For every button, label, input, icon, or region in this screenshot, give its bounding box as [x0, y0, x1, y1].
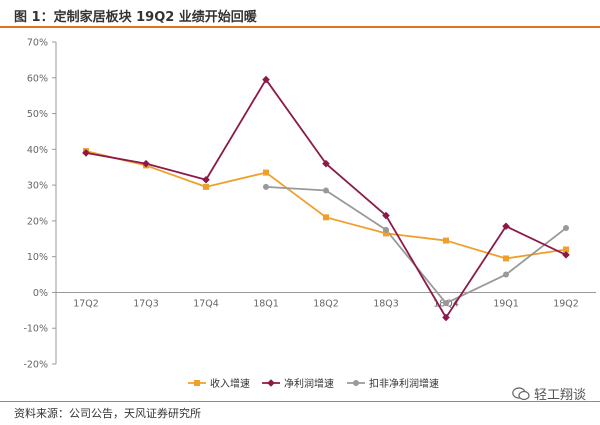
data-point: [322, 159, 330, 168]
legend-swatch-marker: [194, 380, 200, 386]
x-tick-label: 19Q1: [493, 298, 519, 309]
y-tick-label: 20%: [27, 216, 48, 227]
data-point: [562, 251, 570, 259]
data-point: [323, 214, 329, 221]
y-tick-label: 0%: [33, 288, 48, 299]
y-tick-label: -20%: [23, 360, 48, 371]
legend-swatch-marker: [353, 380, 359, 386]
series-lines: [85, 78, 567, 319]
y-tick-label: -10%: [23, 324, 48, 335]
data-point: [263, 183, 269, 190]
data-point: [82, 149, 90, 157]
x-tick-label: 19Q2: [553, 298, 579, 309]
y-tick-label: 40%: [27, 145, 48, 156]
data-point: [383, 230, 389, 237]
wechat-chat-icon: [512, 386, 530, 400]
series-line-1: [85, 78, 567, 319]
data-point: [502, 222, 510, 231]
data-point: [503, 255, 509, 262]
data-point: [443, 237, 449, 244]
data-point: [383, 226, 389, 233]
x-tick-labels: 17Q217Q317Q418Q118Q218Q318Q419Q119Q2: [73, 298, 579, 309]
data-point: [203, 183, 209, 190]
y-tick-label: 50%: [27, 109, 48, 120]
y-tick-labels: 70% 60% 50% 40% 30% 20% 10% 0% -10% -20%: [23, 38, 48, 371]
x-tick-label: 17Q2: [73, 298, 99, 309]
chart-legend: 收入增速 净利润增速 扣非净利润增速: [188, 377, 439, 390]
data-point: [503, 271, 509, 278]
legend-label: 净利润增速: [284, 377, 334, 390]
watermark-text: 轻工翔谈: [533, 388, 586, 403]
data-point: [382, 211, 390, 220]
x-tick-label: 18Q1: [253, 298, 279, 309]
data-point: [202, 175, 210, 184]
y-tick-label: 70%: [27, 38, 48, 49]
data-point: [323, 187, 329, 194]
x-tick-label: 18Q3: [373, 298, 399, 309]
title-divider: [0, 26, 600, 28]
y-tick-label: 30%: [27, 181, 48, 192]
x-tick-label: 17Q4: [193, 298, 219, 309]
figure-title: 图 1：定制家居板块 19Q2 业绩开始回暖: [14, 10, 257, 25]
y-tick-label: 10%: [27, 252, 48, 263]
data-point: [443, 300, 449, 307]
chart-axes: [52, 41, 596, 365]
data-point: [442, 313, 450, 322]
data-point: [142, 159, 150, 168]
data-point: [263, 169, 269, 176]
watermark: 轻工翔谈: [512, 384, 586, 403]
source-note: 资料来源：公司公告，天风证券研究所: [14, 407, 201, 420]
data-point: [262, 75, 270, 84]
legend-label: 收入增速: [210, 377, 250, 390]
data-point: [563, 246, 569, 253]
data-point: [563, 225, 569, 232]
x-tick-label: 17Q3: [133, 298, 159, 309]
series-line-2: [265, 186, 567, 305]
series-markers: [82, 75, 570, 322]
legend-label: 扣非净利润增速: [369, 377, 439, 390]
x-tick-label: 18Q2: [313, 298, 339, 309]
y-tick-label: 60%: [27, 73, 48, 84]
footer-divider: [0, 401, 600, 402]
line-chart: 70% 60% 50% 40% 30% 20% 10% 0% -10% -20% 17Q2 17Q3…: [23, 38, 596, 390]
legend-swatch-marker: [267, 379, 275, 387]
